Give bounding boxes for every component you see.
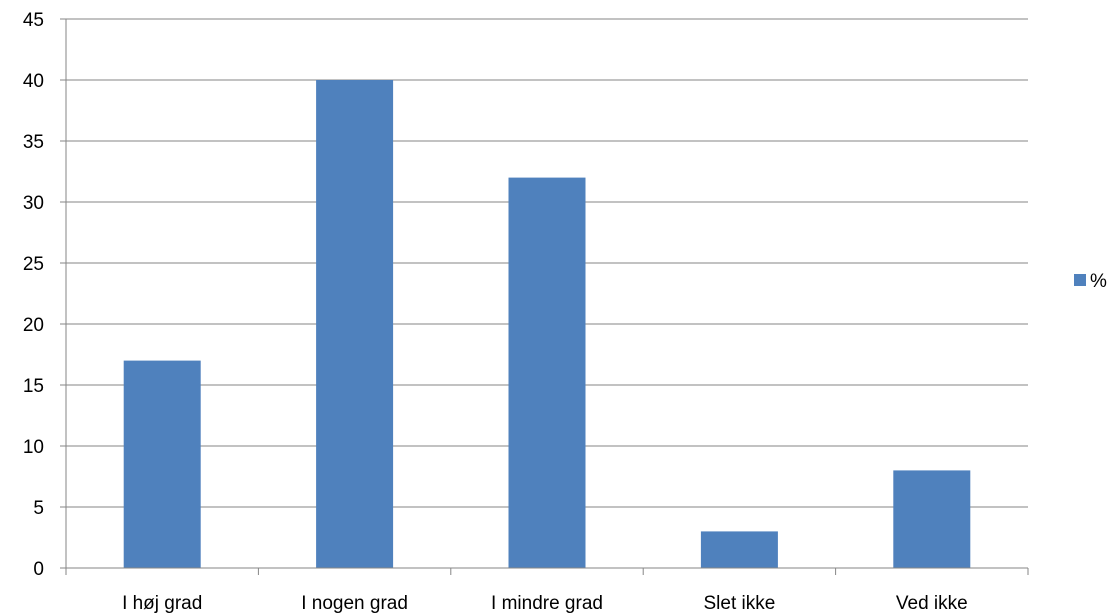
legend: %: [1074, 271, 1107, 292]
x-tick-label: I høj grad: [122, 593, 202, 614]
y-tick-labels: 0 5 10 15 20 25 30 35 40 45: [23, 10, 44, 580]
legend-label: %: [1090, 271, 1107, 292]
x-tick-label: I mindre grad: [491, 593, 603, 614]
legend-swatch: [1074, 274, 1086, 286]
bar: [893, 470, 971, 568]
bar: [508, 177, 586, 568]
bar: [123, 360, 201, 568]
axes: [65, 19, 1029, 575]
y-tick-label: 40: [23, 71, 44, 92]
y-tick-label: 10: [23, 437, 44, 458]
bar: [700, 531, 778, 568]
y-tick-label: 0: [33, 559, 44, 580]
bar: [316, 80, 394, 568]
x-tick-labels: I høj grad I nogen grad I mindre grad Slet …: [122, 593, 968, 614]
y-tick-label: 30: [23, 193, 44, 214]
y-tick-label: 25: [23, 254, 44, 275]
bars: [123, 80, 971, 568]
y-tick-label: 45: [23, 10, 44, 31]
y-tick-label: 5: [33, 498, 44, 519]
y-tick-label: 35: [23, 132, 44, 153]
x-tick-label: I nogen grad: [301, 593, 408, 614]
x-tick-label: Slet ikke: [703, 593, 775, 614]
y-tick-label: 20: [23, 315, 44, 336]
y-tick-label: 15: [23, 376, 44, 397]
x-tick-label: Ved ikke: [896, 593, 968, 614]
